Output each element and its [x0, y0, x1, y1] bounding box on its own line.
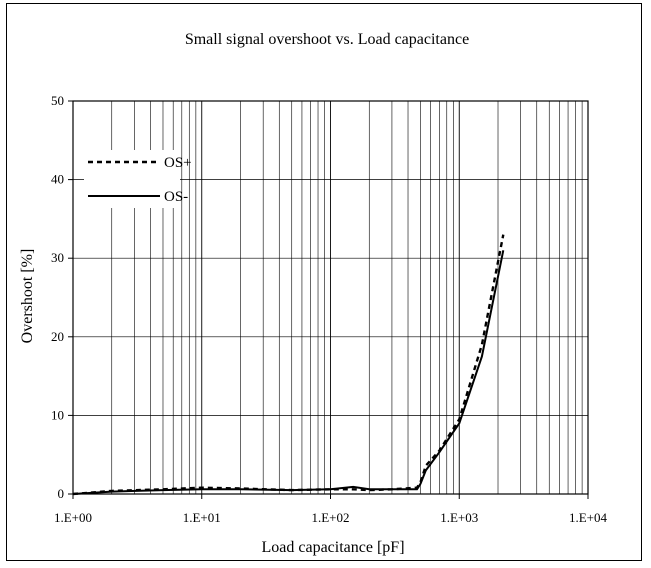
legend: OS+ OS- [84, 150, 192, 208]
x-tick-label: 1.E+01 [183, 510, 221, 525]
y-tick-label: 0 [58, 486, 65, 501]
legend-label: OS- [164, 189, 188, 205]
y-tick-label: 50 [51, 93, 64, 108]
series-line-OS+ [72, 234, 505, 496]
legend-label: OS+ [164, 155, 192, 171]
y-tick-label: 10 [51, 407, 64, 422]
y-tick-label: 20 [51, 329, 64, 344]
grid [73, 101, 588, 494]
x-tick-label: 1.E+03 [440, 510, 478, 525]
series-lines [72, 234, 505, 496]
y-tick-label: 40 [51, 172, 64, 187]
series-line-OS- [72, 250, 505, 495]
y-tick-label: 30 [51, 250, 64, 265]
y-axis-ticks: 0 10 20 30 40 50 [51, 93, 73, 501]
x-axis-label: Load capacitance [pF] [261, 539, 404, 556]
x-axis-ticks: 1.E+00 1.E+01 1.E+02 1.E+03 1.E+04 [54, 494, 608, 525]
legend-box [84, 150, 180, 208]
x-tick-label: 1.E+04 [569, 510, 608, 525]
x-tick-label: 1.E+02 [311, 510, 349, 525]
chart-title: Small signal overshoot vs. Load capacita… [185, 31, 469, 48]
x-tick-label: 1.E+00 [54, 510, 92, 525]
y-axis-label: Overshoot [%] [19, 249, 36, 344]
